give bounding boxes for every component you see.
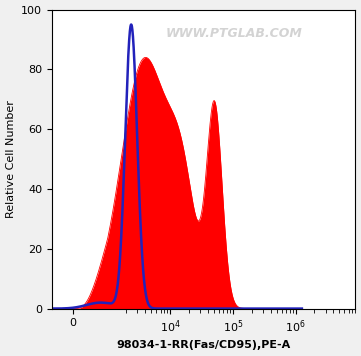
Text: WWW.PTGLAB.COM: WWW.PTGLAB.COM [166, 27, 303, 41]
Y-axis label: Relative Cell Number: Relative Cell Number [5, 100, 16, 218]
X-axis label: 98034-1-RR(Fas/CD95),PE-A: 98034-1-RR(Fas/CD95),PE-A [117, 340, 291, 350]
